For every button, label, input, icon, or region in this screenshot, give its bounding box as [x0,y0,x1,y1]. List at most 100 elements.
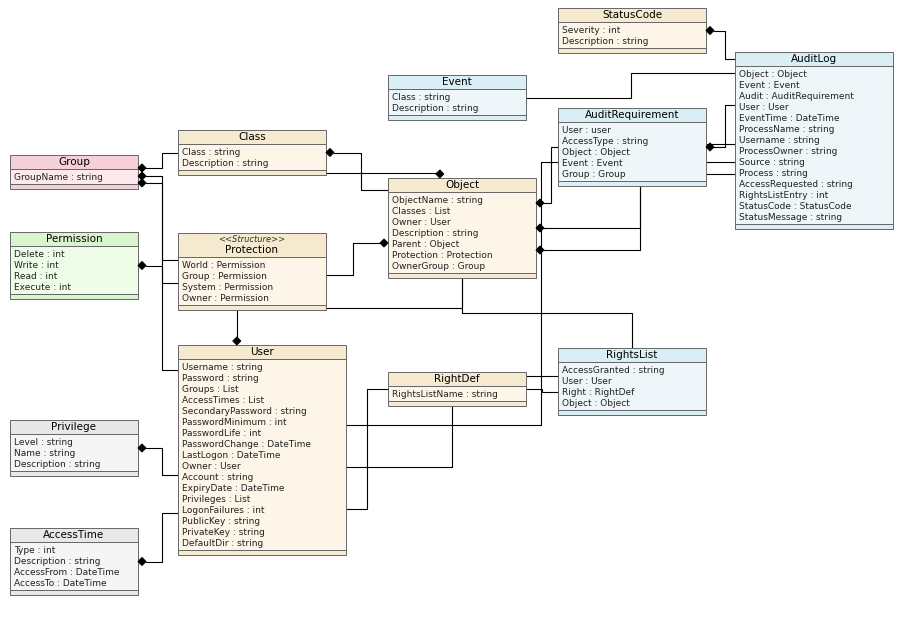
Text: Severity : int: Severity : int [562,26,620,34]
Text: Owner : User: Owner : User [182,462,240,470]
Text: Right : RightDef: Right : RightDef [562,388,634,396]
Bar [178,345,346,359]
Text: Classes : List: Classes : List [392,207,450,215]
Text: Class: Class [238,132,266,142]
Text: Group : Permission: Group : Permission [182,271,267,281]
Text: EventTime : DateTime: EventTime : DateTime [739,114,840,122]
Bar [10,528,138,542]
Text: LastLogon : DateTime: LastLogon : DateTime [182,451,281,459]
Text: Execute : int: Execute : int [14,283,71,291]
Text: Privilege: Privilege [51,422,96,432]
Text: AccessGranted : string: AccessGranted : string [562,366,664,374]
Text: Description : string: Description : string [14,557,101,565]
Text: AccessRequested : string: AccessRequested : string [739,180,853,188]
Bar [10,294,138,299]
Text: User : User: User : User [562,376,612,386]
Text: User: User [250,347,274,357]
Bar [388,401,526,406]
Text: Description : string: Description : string [182,158,268,168]
Text: AuditLog: AuditLog [791,54,837,64]
Text: Name : string: Name : string [14,449,76,457]
Text: AccessTimes : List: AccessTimes : List [182,396,264,404]
Text: Source : string: Source : string [739,157,805,167]
Bar [178,550,346,555]
Text: Privileges : List: Privileges : List [182,495,250,504]
Text: Event : Event: Event : Event [562,158,623,168]
Text: Object : Object: Object : Object [562,399,630,407]
Text: ProcessOwner : string: ProcessOwner : string [739,147,837,155]
Text: Protection: Protection [226,245,278,255]
Text: Read : int: Read : int [14,271,58,281]
Bar [10,246,138,294]
Bar [735,224,893,229]
Text: Owner : User: Owner : User [392,218,451,227]
Bar [558,8,706,22]
Bar [558,410,706,415]
Polygon shape [536,199,544,207]
Text: Password : string: Password : string [182,374,259,383]
Text: Event: Event [442,77,472,87]
Text: ObjectName : string: ObjectName : string [392,195,483,205]
Polygon shape [138,557,146,565]
Text: RightsListName : string: RightsListName : string [392,389,498,399]
Text: Object : Object: Object : Object [739,69,807,79]
Text: System : Permission: System : Permission [182,283,273,291]
Polygon shape [706,26,714,34]
Text: AuditRequirement: AuditRequirement [585,110,680,120]
Text: RightsList: RightsList [607,350,658,360]
Text: Class : string: Class : string [392,92,450,102]
Bar [178,257,326,305]
Bar [388,89,526,115]
Polygon shape [326,149,334,157]
Text: Description : string: Description : string [562,37,649,46]
Bar [388,115,526,120]
Bar [10,471,138,476]
Text: AccessTime: AccessTime [43,530,104,540]
Bar [735,66,893,224]
Bar [10,184,138,189]
Bar [388,273,536,278]
Text: Username : string: Username : string [739,135,820,145]
Text: ExpiryDate : DateTime: ExpiryDate : DateTime [182,484,284,492]
Polygon shape [536,224,544,232]
Bar [558,122,706,181]
Text: PublicKey : string: PublicKey : string [182,517,260,525]
Polygon shape [233,337,241,345]
Text: Permission: Permission [46,234,103,244]
Text: Username : string: Username : string [182,363,263,371]
Text: ProcessName : string: ProcessName : string [739,125,834,134]
Text: DefaultDir : string: DefaultDir : string [182,539,263,547]
Text: StatusCode : StatusCode: StatusCode : StatusCode [739,202,851,210]
Text: Description : string: Description : string [392,104,479,112]
Polygon shape [138,261,146,270]
Text: Owner : Permission: Owner : Permission [182,293,269,303]
Polygon shape [138,164,146,172]
Text: PrivateKey : string: PrivateKey : string [182,527,265,537]
Bar [178,305,326,310]
Bar [178,144,326,170]
Polygon shape [138,179,146,187]
Bar [388,386,526,401]
Text: Description : string: Description : string [392,228,479,238]
Text: Description : string: Description : string [14,459,101,469]
Bar [388,372,526,386]
Text: RightDef: RightDef [434,374,480,384]
Text: Audit : AuditRequirement: Audit : AuditRequirement [739,92,854,100]
Text: AccessType : string: AccessType : string [562,137,648,145]
Bar [558,181,706,186]
Text: OwnerGroup : Group: OwnerGroup : Group [392,261,485,271]
Bar [558,22,706,48]
Bar [10,169,138,184]
Text: PasswordLife : int: PasswordLife : int [182,429,261,437]
Text: Type : int: Type : int [14,545,56,555]
Bar [388,192,536,273]
Bar [10,420,138,434]
Polygon shape [706,143,714,151]
Bar [178,170,326,175]
Text: RightsListEntry : int: RightsListEntry : int [739,190,828,200]
Text: StatusCode: StatusCode [602,10,662,20]
Text: Level : string: Level : string [14,437,73,447]
Text: Write : int: Write : int [14,261,58,270]
Polygon shape [138,444,146,452]
Bar [178,359,346,550]
